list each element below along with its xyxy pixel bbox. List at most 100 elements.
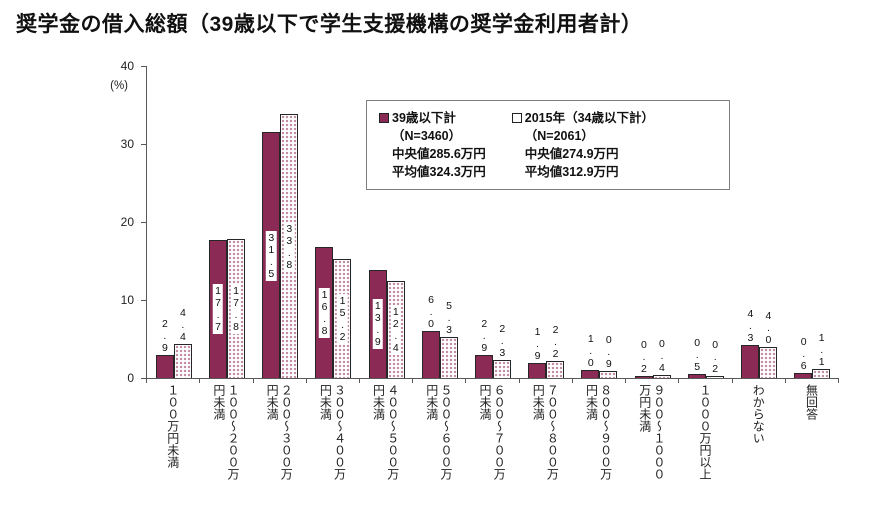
plot-area: 2.9 4.4 17.7 17.8 31.5 33.8 16.8 15.2 13.9 12.4 6.… <box>146 66 839 379</box>
value-label: 17.8 <box>230 284 243 335</box>
x-label-cell: ６００～７００万円未満 <box>465 384 518 484</box>
y-axis-unit-label: (%) <box>110 80 128 92</box>
legend-series-2-mean: 平均値312.9万円 <box>524 165 619 179</box>
x-category-label: ２００～３００万円未満 <box>265 384 294 480</box>
x-category-label: １００万円未満 <box>165 384 180 468</box>
y-tick-label: 40 <box>120 59 134 73</box>
x-category-label: １０００万円以上 <box>698 384 713 480</box>
x-category-label: １００～２００万円未満 <box>211 384 240 480</box>
bar-2015: 1.1 <box>812 331 831 378</box>
x-tick-mark <box>518 379 520 383</box>
x-category-label: ９００～１０００万円未満 <box>637 384 666 480</box>
bar-group: 31.5 33.8 <box>253 66 306 378</box>
x-axis-ticks <box>146 379 839 384</box>
x-label-cell: ７００～８００万円未満 <box>519 384 572 484</box>
bar-39-and-under: 0.2 <box>634 338 653 378</box>
bar-group: 2.9 2.3 <box>466 66 519 378</box>
x-label-cell: ２００～３００万円未満 <box>252 384 305 484</box>
value-label: 0.2 <box>709 338 722 377</box>
y-tick-label: 10 <box>120 293 134 307</box>
y-tick-mark <box>141 144 146 145</box>
x-label-cell: ８００～９００万円未満 <box>572 384 625 484</box>
value-label: 31.5 <box>265 230 278 281</box>
x-label-cell: ９００～１０００万円未満 <box>625 384 678 484</box>
y-tick-mark <box>141 378 146 379</box>
y-tick-label: 20 <box>120 215 134 229</box>
bar-2015: 2.3 <box>493 322 512 378</box>
value-label: 2.9 <box>158 317 171 356</box>
legend-series-1: 39歳以下計 （N=3460） 中央値285.6万円 平均値324.3万円 <box>379 109 486 181</box>
x-category-label: ８００～９００万円未満 <box>584 384 613 480</box>
x-category-label: わからない <box>751 384 766 444</box>
bar-group: 0.5 0.2 <box>679 66 732 378</box>
legend-series-2-n: （N=2061） <box>524 129 594 143</box>
bar-39-and-under: 1.9 <box>528 325 547 378</box>
bar-39-and-under: 2.9 <box>155 317 174 378</box>
legend-series-2-name: 2015年（34歳以下計） <box>524 111 654 125</box>
value-label: 13.9 <box>371 299 384 350</box>
value-label: 2.2 <box>549 322 562 361</box>
value-label: 0.2 <box>637 338 650 377</box>
x-tick-mark <box>678 379 680 383</box>
x-tick-mark <box>146 379 147 383</box>
x-category-label: 無回答 <box>804 384 819 420</box>
legend-series-2-median: 中央値274.9万円 <box>524 147 619 161</box>
x-tick-mark <box>199 379 201 383</box>
x-tick-mark <box>252 379 254 383</box>
legend-series-2: 2015年（34歳以下計） （N=2061） 中央値274.9万円 平均値312… <box>511 109 654 181</box>
x-tick-mark <box>625 379 627 383</box>
x-label-cell: わからない <box>732 384 785 484</box>
x-label-cell: １０００万円以上 <box>678 384 731 484</box>
value-label: 15.2 <box>336 294 349 345</box>
x-label-cell: １００～２００万円未満 <box>199 384 252 484</box>
x-label-cell: 無回答 <box>785 384 838 484</box>
bar-39-and-under: 2.9 <box>475 317 494 378</box>
legend-series-1-name: 39歳以下計 <box>392 111 456 125</box>
bar-39-and-under: 4.3 <box>741 306 760 378</box>
bar-39-and-under: 1.0 <box>581 332 600 378</box>
bar-group: 6.0 5.3 <box>413 66 466 378</box>
x-label-cell: ５００～６００万円未満 <box>412 384 465 484</box>
bar-group: 1.9 2.2 <box>520 66 573 378</box>
value-label: 17.7 <box>212 284 225 335</box>
bar-group: 16.8 15.2 <box>307 66 360 378</box>
x-category-label: ４００～５００万円未満 <box>371 384 400 480</box>
x-tick-mark <box>571 379 573 383</box>
bar-2015: 12.4 <box>386 281 405 378</box>
legend-series-1-n: （N=3460） <box>392 129 462 143</box>
bar-2015: 4.0 <box>759 308 778 378</box>
x-tick-mark <box>784 379 786 383</box>
x-tick-mark <box>358 379 360 383</box>
legend-series-1-mean: 平均値324.3万円 <box>392 165 486 179</box>
bar-group: 1.0 0.9 <box>573 66 626 378</box>
filled-square-icon <box>379 113 389 123</box>
x-tick-mark <box>731 379 733 383</box>
bar-group: 13.9 12.4 <box>360 66 413 378</box>
value-label: 33.8 <box>283 221 296 272</box>
bar-2015: 4.4 <box>173 305 192 378</box>
y-tick-label: 0 <box>127 371 134 385</box>
value-label: 0.9 <box>602 333 615 371</box>
value-label: 5.3 <box>443 298 456 337</box>
value-label: 0.6 <box>797 335 810 374</box>
legend-box: 39歳以下計 （N=3460） 中央値285.6万円 平均値324.3万円 20… <box>366 100 730 190</box>
page-title: 奨学金の借入総額（39歳以下で学生支援機構の奨学金利用者計） <box>16 13 643 36</box>
x-tick-mark <box>305 379 307 383</box>
x-axis-labels: １００万円未満 １００～２００万円未満 ２００～３００万円未満 ３００～４００万円未満… <box>146 384 838 484</box>
value-label: 12.4 <box>389 305 402 356</box>
bar-39-and-under: 16.8 <box>315 247 334 378</box>
legend-series-1-median: 中央値285.6万円 <box>392 147 486 161</box>
bar-2015: 0.2 <box>705 338 724 378</box>
x-category-label: ６００～７００万円未満 <box>478 384 507 480</box>
value-label: 1.9 <box>531 325 544 364</box>
x-label-cell: ３００～４００万円未満 <box>306 384 359 484</box>
legend-series-2-title: 2015年（34歳以下計） <box>511 109 654 127</box>
bar-2015: 17.8 <box>226 239 245 378</box>
open-square-icon <box>511 113 522 123</box>
legend-series-1-title: 39歳以下計 <box>379 109 486 127</box>
bar-2015: 0.4 <box>652 336 671 378</box>
value-label: 2.3 <box>496 322 509 361</box>
y-tick-mark <box>141 222 146 223</box>
value-label: 1.1 <box>815 331 828 370</box>
